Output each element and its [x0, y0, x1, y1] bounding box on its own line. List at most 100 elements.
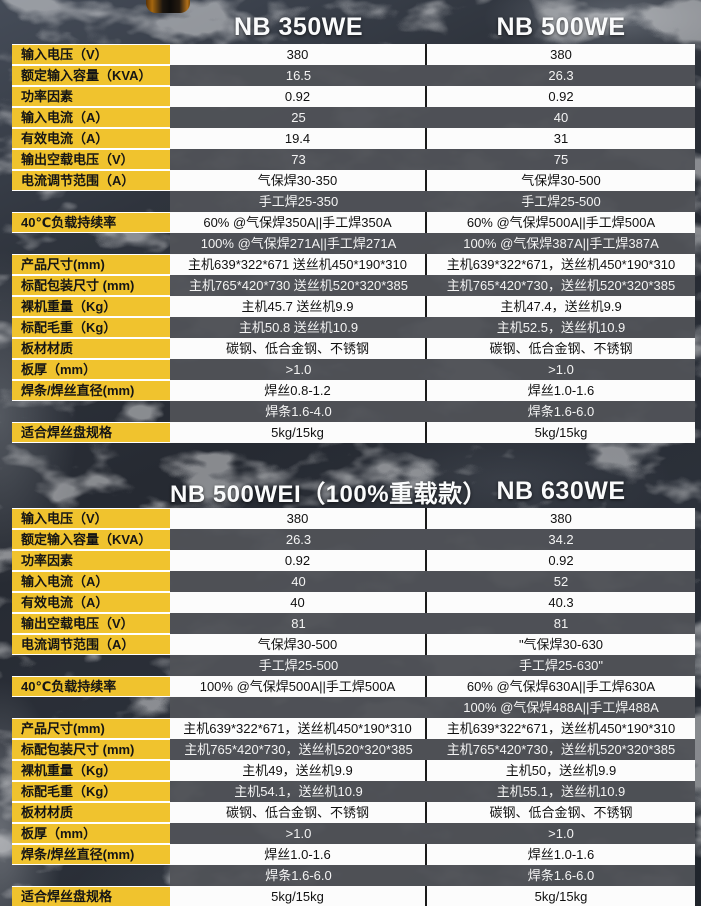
value-col1: 40: [170, 592, 427, 613]
spec-row: 裸机重量（Kg） 主机49，送丝机9.9 主机50，送丝机9.9: [12, 760, 695, 781]
value-col2: 34.2: [427, 529, 695, 550]
spec-row: 有效电流（A） 19.4 31: [12, 128, 695, 149]
spec-row: 板材材质 碳钢、低合金钢、不锈钢 碳钢、低合金钢、不锈钢: [12, 338, 695, 359]
spec-label: 额定输入容量（KVA）: [12, 529, 170, 550]
value-col1: 16.5: [170, 65, 427, 86]
spec-row: 100% @气保焊271A||手工焊271A 100% @气保焊387A||手工焊…: [12, 233, 695, 254]
value-col1: 100% @气保焊271A||手工焊271A: [170, 233, 427, 254]
value-col1: 5kg/15kg: [170, 422, 427, 443]
value-col1: 焊丝1.0-1.6: [170, 844, 427, 865]
spec-row: 40℃负载持续率 60% @气保焊350A||手工焊350A 60% @气保焊500…: [12, 212, 695, 233]
value-col2: 主机639*322*671，送丝机450*190*310: [427, 254, 695, 275]
value-col2: 26.3: [427, 65, 695, 86]
spec-label: 输入电压（V）: [12, 508, 170, 529]
value-col1: 焊条1.6-6.0: [170, 865, 427, 886]
value-col2: 0.92: [427, 86, 695, 107]
model-header-nb500we: NB 500WE: [496, 12, 626, 41]
value-col1: 100% @气保焊500A||手工焊500A: [170, 676, 427, 697]
value-col1: 主机765*420*730，送丝机520*320*385: [170, 739, 427, 760]
spec-table-1: NB 350WE NB 500WE 输入电压（V） 380 380 额定输入容量（KV…: [12, 10, 695, 443]
value-col2: >1.0: [427, 359, 695, 380]
table-2-rows: 输入电压（V） 380 380 额定输入容量（KVA） 26.3 34.2 功率因素 0.92…: [12, 508, 695, 906]
value-col2: 手工焊25-500: [427, 191, 695, 212]
value-col2: 主机47.4，送丝机9.9: [427, 296, 695, 317]
spec-table-2: NB 500WEI（100%重载款） NB 630WE 输入电压（V） 380 38…: [12, 474, 695, 906]
value-col2: 主机639*322*671，送丝机450*190*310: [427, 718, 695, 739]
spec-row: 标配毛重（Kg） 主机54.1，送丝机10.9 主机55.1，送丝机10.9: [12, 781, 695, 802]
value-col2: 焊丝1.0-1.6: [427, 844, 695, 865]
value-col1: 0.92: [170, 86, 427, 107]
value-col1: >1.0: [170, 359, 427, 380]
value-col1: 气保焊30-500: [170, 634, 427, 655]
spec-row: 40℃负载持续率 100% @气保焊500A||手工焊500A 60% @气保焊63…: [12, 676, 695, 697]
spec-label-empty: [12, 191, 170, 212]
value-col2: 380: [427, 44, 695, 65]
spec-row: 输入电流（A） 25 40: [12, 107, 695, 128]
spec-row: 手工焊25-500 手工焊25-630": [12, 655, 695, 676]
value-col1: 主机49，送丝机9.9: [170, 760, 427, 781]
value-col1: 25: [170, 107, 427, 128]
spec-label-empty: [12, 865, 170, 886]
spec-label: 焊条/焊丝直径(mm): [12, 380, 170, 401]
spec-row: 板材材质 碳钢、低合金钢、不锈钢 碳钢、低合金钢、不锈钢: [12, 802, 695, 823]
spec-label-empty: [12, 697, 170, 718]
value-col2: 0.92: [427, 550, 695, 571]
value-col2: >1.0: [427, 823, 695, 844]
spec-row: 功率因素 0.92 0.92: [12, 86, 695, 107]
spec-row: 板厚（mm） >1.0 >1.0: [12, 359, 695, 380]
value-col2: 焊丝1.0-1.6: [427, 380, 695, 401]
value-col1: [170, 697, 427, 718]
value-col2: 主机50，送丝机9.9: [427, 760, 695, 781]
spec-label: 产品尺寸(mm): [12, 254, 170, 275]
spec-row: 适合焊丝盘规格 5kg/15kg 5kg/15kg: [12, 422, 695, 443]
spec-label: 标配毛重（Kg）: [12, 317, 170, 338]
value-col1: 60% @气保焊350A||手工焊350A: [170, 212, 427, 233]
spec-label: 板材材质: [12, 802, 170, 823]
value-col2: 100% @气保焊387A||手工焊387A: [427, 233, 695, 254]
spec-label: 焊条/焊丝直径(mm): [12, 844, 170, 865]
spec-row: 标配毛重（Kg） 主机50.8 送丝机10.9 主机52.5，送丝机10.9: [12, 317, 695, 338]
value-col2: 主机52.5，送丝机10.9: [427, 317, 695, 338]
value-col1: 焊条1.6-4.0: [170, 401, 427, 422]
table-1-rows: 输入电压（V） 380 380 额定输入容量（KVA） 16.5 26.3 功率因素 0.92…: [12, 44, 695, 443]
value-col2: 380: [427, 508, 695, 529]
spec-label: 裸机重量（Kg）: [12, 760, 170, 781]
spec-label: 标配包装尺寸 (mm): [12, 275, 170, 296]
spec-label: 额定输入容量（KVA）: [12, 65, 170, 86]
spec-row: 焊条1.6-4.0 焊条1.6-6.0: [12, 401, 695, 422]
spec-label-empty: [12, 655, 170, 676]
value-col1: >1.0: [170, 823, 427, 844]
spec-row: 输入电压（V） 380 380: [12, 508, 695, 529]
spec-row: 功率因素 0.92 0.92: [12, 550, 695, 571]
spec-row: 有效电流（A） 40 40.3: [12, 592, 695, 613]
value-col2: 碳钢、低合金钢、不锈钢: [427, 802, 695, 823]
spec-row: 电流调节范围（A） 气保焊30-350 气保焊30-500: [12, 170, 695, 191]
spec-row: 输入电压（V） 380 380: [12, 44, 695, 65]
value-col1: 焊丝0.8-1.2: [170, 380, 427, 401]
value-col2: 60% @气保焊630A||手工焊630A: [427, 676, 695, 697]
model-header-nb350we: NB 350WE: [233, 12, 364, 41]
value-col2: 75: [427, 149, 695, 170]
spec-label: 输出空载电压（V）: [12, 613, 170, 634]
value-col2: 气保焊30-500: [427, 170, 695, 191]
value-col2: 焊条1.6-6.0: [427, 401, 695, 422]
spec-row: 输入电流（A） 40 52: [12, 571, 695, 592]
value-col1: 81: [170, 613, 427, 634]
spec-row: 电流调节范围（A） 气保焊30-500 "气保焊30-630: [12, 634, 695, 655]
spec-label: 裸机重量（Kg）: [12, 296, 170, 317]
value-col1: 主机639*322*671，送丝机450*190*310: [170, 718, 427, 739]
spec-row: 板厚（mm） >1.0 >1.0: [12, 823, 695, 844]
spec-label: 有效电流（A）: [12, 128, 170, 149]
spec-label: 电流调节范围（A）: [12, 170, 170, 191]
table-1-header: NB 350WE NB 500WE: [12, 10, 695, 44]
value-col1: 40: [170, 571, 427, 592]
value-col1: 主机765*420*730 送丝机520*320*385: [170, 275, 427, 296]
spec-label: 输入电压（V）: [12, 44, 170, 65]
model-header-nb500wei: NB 500WEI（100%重载款）: [170, 480, 488, 508]
spec-label: 输出空载电压（V）: [12, 149, 170, 170]
spec-label: 板厚（mm）: [12, 359, 170, 380]
value-col2: "气保焊30-630: [427, 634, 695, 655]
value-col1: 380: [170, 508, 427, 529]
spec-row: 手工焊25-350 手工焊25-500: [12, 191, 695, 212]
